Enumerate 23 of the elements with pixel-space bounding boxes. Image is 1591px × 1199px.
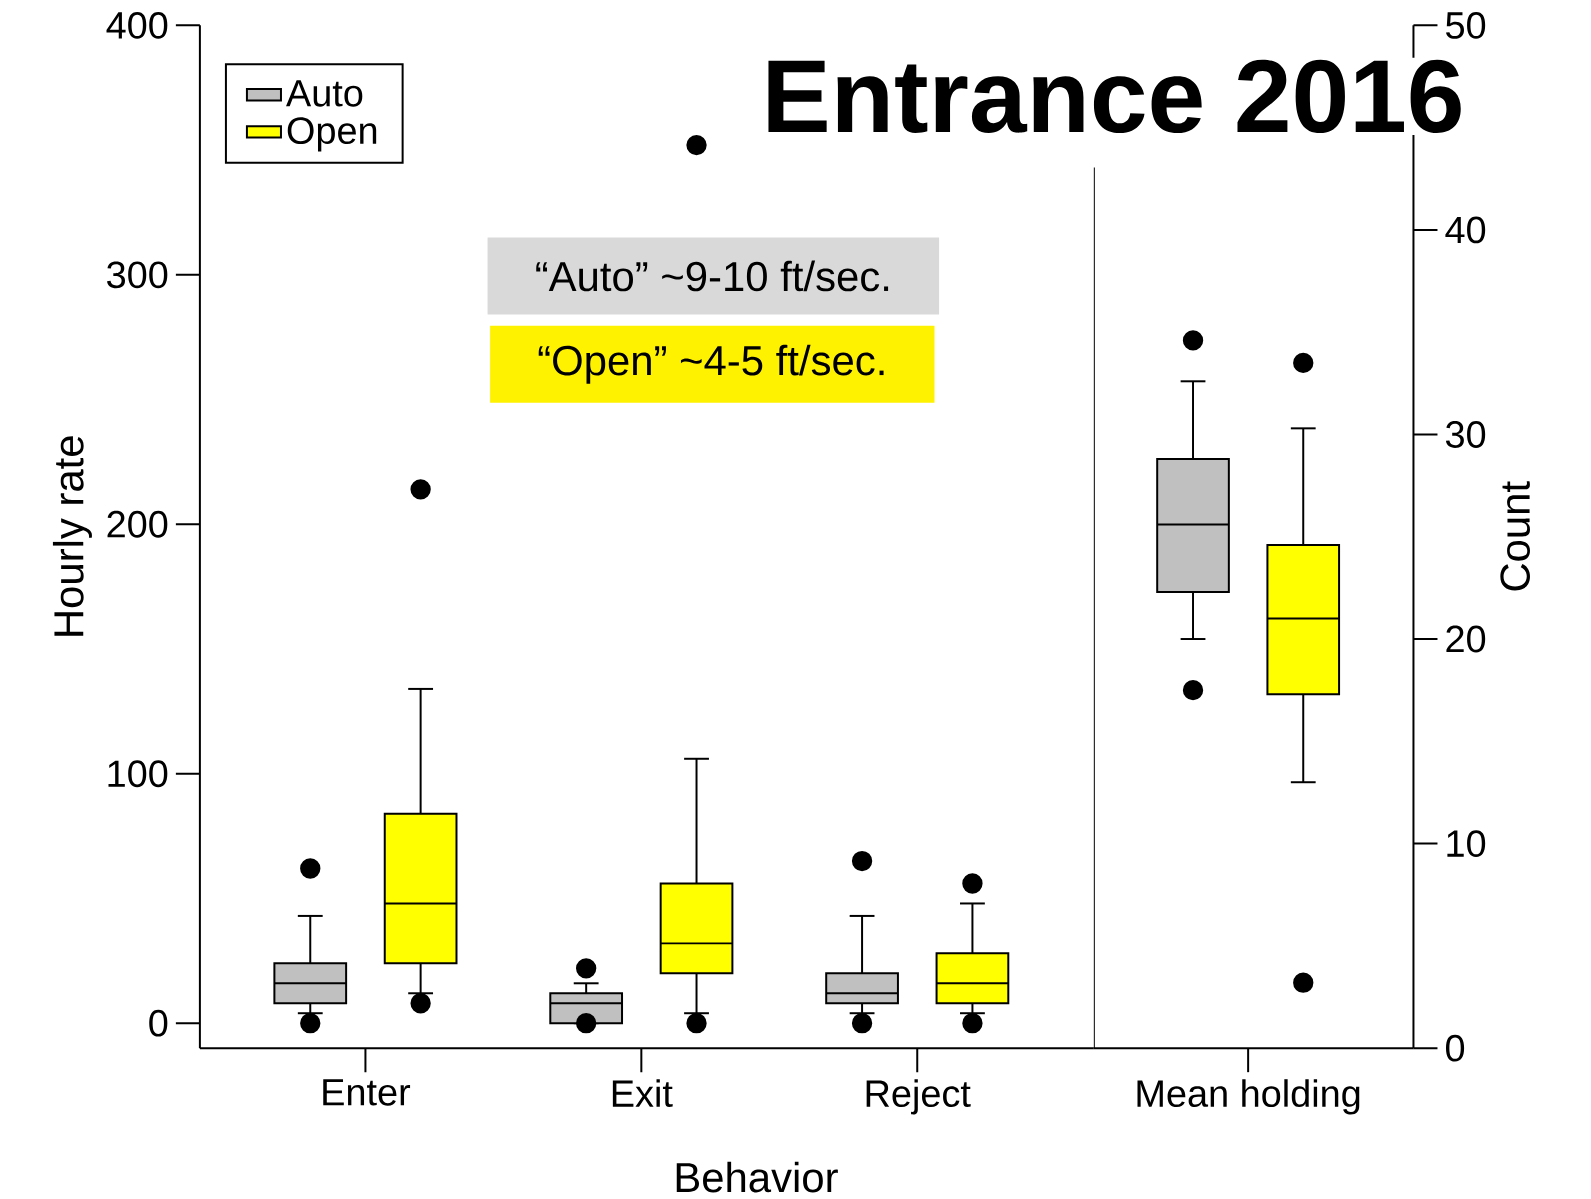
y-axis-title: Count [1500, 481, 1530, 591]
chart-title: Entrance 2016 [768, 59, 1461, 134]
legend-label: Open [287, 117, 377, 152]
annotation: “Open” ~4-5 ft/sec. [538, 344, 884, 384]
x-tick-label: Mean holding [1137, 1079, 1360, 1115]
y-tick-label: 20 [1446, 625, 1486, 653]
x-tick-label: Reject [866, 1079, 971, 1115]
y-tick-label: 40 [1445, 216, 1486, 244]
y-axis-title: Hourly rate [52, 436, 92, 636]
x-tick-label: Enter [323, 1079, 411, 1106]
y-tick-label: 300 [107, 261, 168, 289]
x-tick-label: Exit [612, 1079, 673, 1107]
y-tick-label: 0 [1445, 1034, 1465, 1062]
y-tick-label: 100 [108, 760, 168, 788]
annotation: “Auto” ~9-10 ft/sec. [536, 260, 889, 292]
x-axis-title: Behavior [676, 1161, 838, 1193]
y-tick-label: 10 [1447, 830, 1486, 858]
y-tick-label: 200 [107, 510, 168, 538]
y-tick-label: 30 [1445, 421, 1486, 448]
legend-label: Auto [286, 80, 363, 107]
y-tick-label: 50 [1446, 11, 1486, 39]
y-tick-label: 400 [106, 11, 168, 39]
y-tick-label: 0 [149, 1009, 168, 1037]
